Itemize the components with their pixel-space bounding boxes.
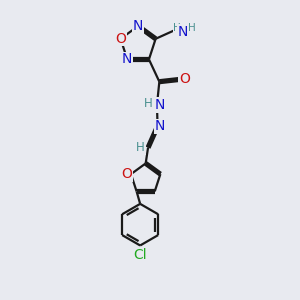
Text: N: N bbox=[155, 119, 165, 133]
Text: N: N bbox=[133, 19, 143, 33]
Text: O: O bbox=[179, 72, 190, 86]
Text: H: H bbox=[173, 23, 181, 33]
Text: Cl: Cl bbox=[133, 248, 147, 262]
Text: H: H bbox=[136, 141, 145, 154]
Text: H: H bbox=[188, 23, 196, 33]
Text: H: H bbox=[144, 97, 153, 110]
Text: N: N bbox=[122, 52, 133, 66]
Text: O: O bbox=[122, 167, 132, 181]
Text: N: N bbox=[178, 25, 188, 39]
Text: N: N bbox=[154, 98, 164, 112]
Text: O: O bbox=[115, 32, 126, 46]
